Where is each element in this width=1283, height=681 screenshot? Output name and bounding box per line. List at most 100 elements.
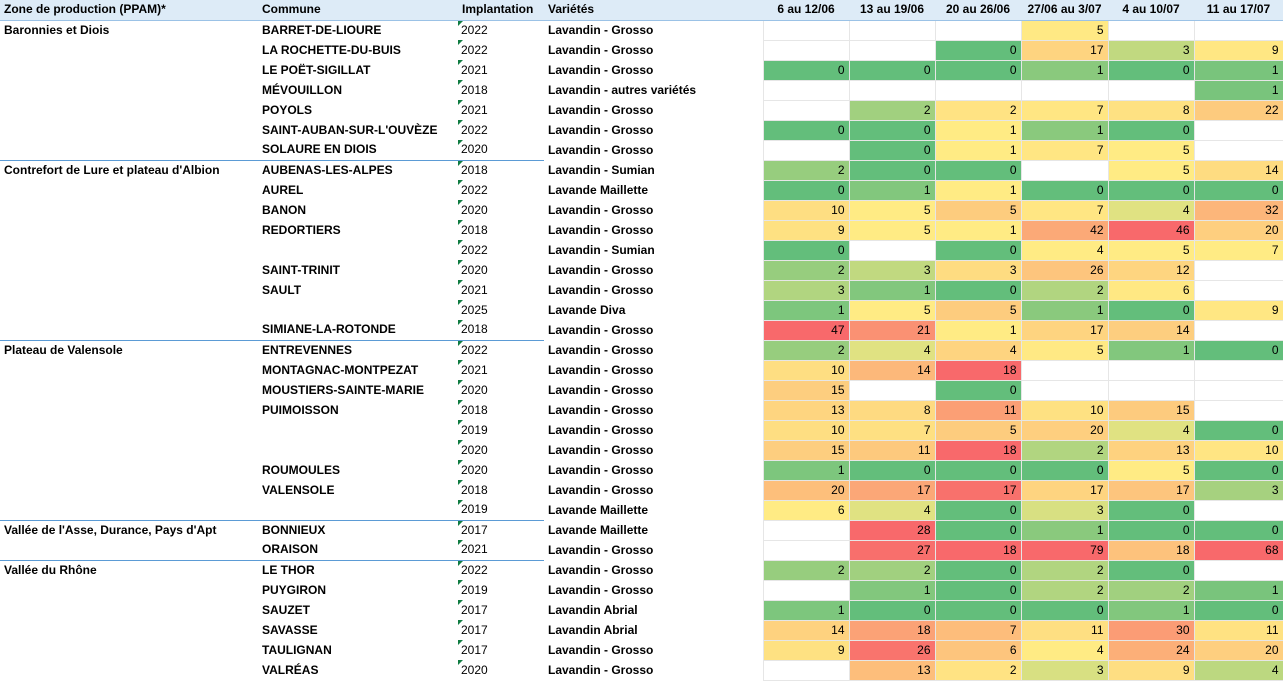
value-cell[interactable]: [762, 79, 850, 101]
value-cell[interactable]: 0: [848, 459, 936, 481]
value-cell[interactable]: 18: [1107, 539, 1195, 561]
value-cell[interactable]: [1193, 139, 1283, 161]
value-cell[interactable]: 14: [1193, 159, 1283, 181]
zone-cell[interactable]: [0, 460, 258, 480]
value-cell[interactable]: 5: [934, 419, 1022, 441]
implantation-cell[interactable]: 2018: [458, 159, 544, 180]
value-cell[interactable]: 3: [848, 259, 936, 281]
value-cell[interactable]: 79: [1020, 539, 1109, 561]
implantation-cell[interactable]: 2020: [458, 140, 544, 160]
zone-cell[interactable]: Contrefort de Lure et plateau d'Albion: [0, 159, 258, 180]
value-cell[interactable]: 15: [762, 379, 850, 401]
commune-cell[interactable]: [258, 440, 458, 460]
value-cell[interactable]: 0: [934, 279, 1022, 301]
header-zone[interactable]: Zone de production (PPAM)*: [0, 0, 258, 21]
commune-cell[interactable]: [258, 300, 458, 320]
zone-cell[interactable]: [0, 40, 258, 60]
value-cell[interactable]: [1193, 259, 1283, 281]
value-cell[interactable]: 9: [1107, 659, 1195, 681]
implantation-cell[interactable]: 2020: [458, 200, 544, 220]
value-cell[interactable]: 18: [934, 539, 1022, 561]
value-cell[interactable]: 1: [1193, 79, 1283, 101]
implantation-cell[interactable]: 2017: [458, 519, 544, 540]
zone-cell[interactable]: Vallée de l'Asse, Durance, Pays d'Apt: [0, 519, 258, 540]
header-week-1[interactable]: 6 au 12/06: [763, 0, 849, 21]
commune-cell[interactable]: MÉVOUILLON: [262, 82, 342, 97]
zone-cell[interactable]: [0, 380, 258, 400]
value-cell[interactable]: 20: [1020, 419, 1109, 441]
value-cell[interactable]: 6: [1107, 279, 1195, 301]
implantation-cell[interactable]: 2022: [458, 19, 544, 40]
value-cell[interactable]: 27: [848, 539, 936, 561]
commune-cell[interactable]: LE THOR: [258, 559, 458, 580]
variety-cell[interactable]: Lavandin - Grosso: [548, 22, 654, 37]
value-cell[interactable]: 0: [1193, 339, 1283, 361]
commune-cell[interactable]: SAUZET: [262, 602, 310, 617]
implantation-cell[interactable]: 2019: [458, 580, 544, 600]
implantation-cell[interactable]: 2021: [458, 100, 544, 120]
value-cell[interactable]: 2: [762, 559, 850, 581]
zone-cell[interactable]: [0, 360, 258, 380]
zone-cell[interactable]: [0, 120, 258, 140]
value-cell[interactable]: 1: [1020, 59, 1109, 81]
value-cell[interactable]: 2: [1020, 439, 1109, 461]
variety-cell[interactable]: Lavandin - Grosso: [548, 542, 654, 557]
value-cell[interactable]: 0: [762, 59, 850, 81]
value-cell[interactable]: 2: [1020, 559, 1109, 581]
value-cell[interactable]: 8: [848, 399, 936, 421]
value-cell[interactable]: 0: [1107, 499, 1195, 521]
header-commune[interactable]: Commune: [258, 0, 458, 21]
commune-cell[interactable]: PUIMOISSON: [262, 402, 339, 417]
value-cell[interactable]: 0: [934, 59, 1022, 81]
zone-cell[interactable]: [0, 100, 258, 120]
implantation-cell[interactable]: 2022: [458, 120, 544, 140]
implantation-cell[interactable]: 2017: [458, 640, 544, 660]
value-cell[interactable]: 1: [934, 219, 1022, 241]
value-cell[interactable]: 0: [1107, 119, 1195, 141]
zone-cell[interactable]: [0, 600, 258, 620]
value-cell[interactable]: 1: [934, 139, 1022, 161]
value-cell[interactable]: 13: [848, 659, 936, 681]
value-cell[interactable]: 18: [848, 619, 936, 641]
value-cell[interactable]: [762, 19, 850, 41]
commune-cell[interactable]: TAULIGNAN: [262, 642, 332, 657]
implantation-cell[interactable]: 2020: [458, 660, 544, 680]
value-cell[interactable]: [1107, 379, 1195, 401]
value-cell[interactable]: 0: [762, 239, 850, 261]
value-cell[interactable]: 6: [762, 499, 850, 521]
value-cell[interactable]: [762, 39, 850, 61]
value-cell[interactable]: 15: [1107, 399, 1195, 421]
value-cell[interactable]: 3: [762, 279, 850, 301]
commune-cell[interactable]: ENTREVENNES: [258, 339, 458, 360]
commune-cell[interactable]: SAULT: [262, 282, 302, 297]
value-cell[interactable]: 17: [1020, 479, 1109, 501]
value-cell[interactable]: [934, 79, 1022, 101]
variety-cell[interactable]: Lavandin - Grosso: [548, 482, 654, 497]
value-cell[interactable]: 21: [848, 319, 936, 341]
implantation-cell[interactable]: 2020: [458, 440, 544, 460]
zone-cell[interactable]: [0, 60, 258, 80]
variety-cell[interactable]: Lavandin - Grosso: [548, 362, 654, 377]
value-cell[interactable]: 0: [934, 559, 1022, 581]
value-cell[interactable]: 0: [934, 239, 1022, 261]
value-cell[interactable]: [1193, 19, 1283, 41]
value-cell[interactable]: 46: [1107, 219, 1195, 241]
commune-cell[interactable]: SOLAURE EN DIOIS: [262, 142, 377, 157]
implantation-cell[interactable]: 2020: [458, 260, 544, 280]
zone-cell[interactable]: Plateau de Valensole: [0, 339, 258, 360]
commune-cell[interactable]: BANON: [262, 202, 306, 217]
zone-cell[interactable]: [0, 400, 258, 420]
value-cell[interactable]: 14: [1107, 319, 1195, 341]
value-cell[interactable]: 3: [1107, 39, 1195, 61]
header-varietes[interactable]: Variétés: [544, 0, 763, 21]
implantation-cell[interactable]: 2022: [458, 559, 544, 580]
value-cell[interactable]: [1193, 319, 1283, 341]
header-week-2[interactable]: 13 au 19/06: [849, 0, 935, 21]
value-cell[interactable]: 1: [848, 279, 936, 301]
value-cell[interactable]: 22: [1193, 99, 1283, 121]
value-cell[interactable]: 3: [1020, 499, 1109, 521]
zone-cell[interactable]: [0, 140, 258, 160]
value-cell[interactable]: 5: [934, 299, 1022, 321]
variety-cell[interactable]: Lavandin - Grosso: [548, 142, 654, 157]
commune-cell[interactable]: VALRÉAS: [262, 662, 319, 677]
